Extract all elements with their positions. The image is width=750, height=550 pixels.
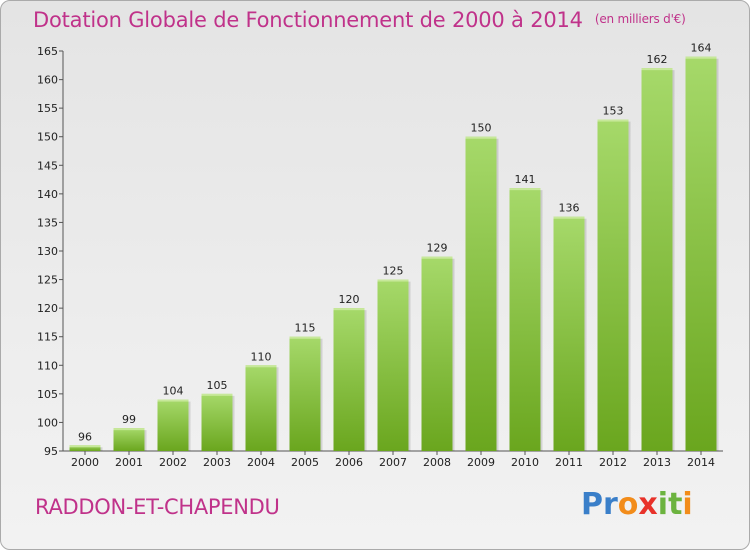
value-label-2009: 150: [471, 122, 492, 135]
bar-2002: [157, 399, 189, 451]
bar-2004: [245, 365, 277, 451]
y-tick-label: 100: [37, 416, 58, 429]
y-tick-label: 145: [37, 159, 58, 172]
value-label-2003: 105: [207, 379, 228, 392]
y-tick-label: 110: [37, 359, 58, 372]
bar-top-highlight: [465, 136, 497, 139]
bar-top-highlight: [553, 216, 585, 219]
y-tick-label: 150: [37, 131, 58, 144]
x-tick-label: 2012: [599, 456, 627, 469]
x-tick-label: 2009: [467, 456, 495, 469]
x-tick-label: 2007: [379, 456, 407, 469]
proxiti-logo: Proxiti: [581, 487, 693, 522]
bar-top-highlight: [289, 336, 321, 339]
bar-top-highlight: [113, 428, 145, 431]
logo-letter: i: [657, 487, 669, 522]
bar-2011: [553, 216, 585, 451]
value-label-2011: 136: [559, 202, 580, 215]
bar-2006: [333, 308, 365, 451]
y-tick-label: 125: [37, 274, 58, 287]
logo-letter: i: [682, 487, 693, 522]
bar-2012: [597, 119, 629, 452]
value-label-2001: 99: [122, 413, 136, 426]
y-tick-label: 165: [37, 45, 58, 58]
value-label-2010: 141: [515, 173, 536, 186]
value-label-2007: 125: [383, 265, 404, 278]
x-tick-label: 2000: [71, 456, 99, 469]
bar-2008: [421, 256, 453, 451]
bar-2003: [201, 393, 233, 451]
y-tick-label: 120: [37, 302, 58, 315]
bar-top-highlight: [685, 56, 717, 59]
bar-2007: [377, 279, 409, 451]
y-tick-label: 140: [37, 188, 58, 201]
value-label-2004: 110: [251, 350, 272, 363]
bar-2014: [685, 56, 717, 451]
value-labels: 96 99 104 105 110 115 120 125 129 150 141 136 153 162…: [78, 42, 712, 444]
bar-top-highlight: [245, 365, 277, 368]
y-tick-label: 115: [37, 331, 58, 344]
x-tick-label: 2010: [511, 456, 539, 469]
x-tick-label: 2002: [159, 456, 187, 469]
y-tick-label: 95: [44, 445, 58, 458]
bar-top-highlight: [597, 119, 629, 122]
x-tick-label: 2006: [335, 456, 363, 469]
value-label-2014: 164: [691, 42, 712, 55]
logo-letter: P: [581, 487, 603, 522]
x-tick-label: 2013: [643, 456, 671, 469]
bar-top-highlight: [641, 68, 673, 71]
y-tick-label: 130: [37, 245, 58, 258]
axes: 95 100 105 110 115 120 125 130 135 140 145 150 155 16…: [37, 45, 723, 469]
bar-top-highlight: [421, 256, 453, 259]
y-tick-label: 105: [37, 388, 58, 401]
bar-2001: [113, 428, 145, 451]
x-tick-label: 2008: [423, 456, 451, 469]
bars: [69, 56, 719, 452]
logo-letter: t: [668, 487, 683, 522]
value-label-2002: 104: [163, 385, 184, 398]
x-tick-label: 2011: [555, 456, 583, 469]
y-tick-label: 155: [37, 102, 58, 115]
bar-top-highlight: [69, 445, 101, 448]
bar-2009: [465, 136, 497, 451]
bar-2005: [289, 336, 321, 451]
bar-2010: [509, 188, 541, 451]
bar-top-highlight: [201, 393, 233, 396]
bar-top-highlight: [333, 308, 365, 311]
bar-top-highlight: [509, 188, 541, 191]
chart-title: Dotation Globale de Fonctionnement de 20…: [33, 8, 686, 32]
chart-title-text: Dotation Globale de Fonctionnement de 20…: [33, 8, 583, 32]
bar-top-highlight: [157, 399, 189, 402]
x-tick-label: 2003: [203, 456, 231, 469]
commune-name: RADDON-ET-CHAPENDU: [35, 495, 280, 519]
value-label-2012: 153: [603, 105, 624, 118]
unit-note: (en milliers d'€): [594, 12, 686, 26]
y-tick-label: 135: [37, 216, 58, 229]
logo-letter: r: [603, 487, 618, 522]
bar-top-highlight: [377, 279, 409, 282]
x-tick-label: 2014: [687, 456, 715, 469]
x-tick-label: 2005: [291, 456, 319, 469]
logo-letter: o: [617, 487, 639, 522]
value-label-2000: 96: [78, 430, 92, 443]
value-label-2008: 129: [427, 242, 448, 255]
x-tick-label: 2004: [247, 456, 275, 469]
bar-2000: [69, 445, 101, 451]
value-label-2006: 120: [339, 293, 360, 306]
logo-letter: x: [638, 487, 658, 522]
value-label-2005: 115: [295, 322, 316, 335]
value-label-2013: 162: [647, 53, 668, 66]
x-tick-label: 2001: [115, 456, 143, 469]
y-tick-label: 160: [37, 74, 58, 87]
bar-2013: [641, 68, 673, 452]
